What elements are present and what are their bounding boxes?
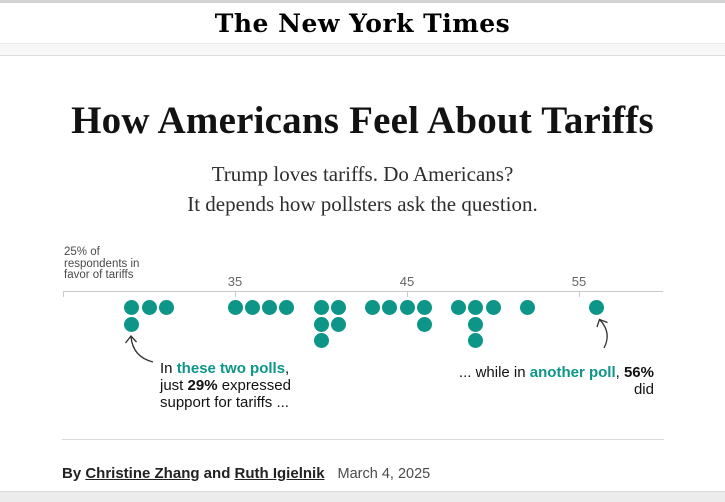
poll-dot bbox=[330, 300, 346, 315]
poll-dot bbox=[468, 316, 484, 332]
byline-by: By bbox=[62, 465, 86, 482]
poll-dot bbox=[124, 300, 140, 315]
poll-dot bbox=[588, 300, 604, 315]
annotation-left-arrow bbox=[124, 334, 154, 363]
poll-dot bbox=[124, 316, 140, 332]
poll-dot bbox=[330, 316, 346, 332]
poll-dot bbox=[313, 300, 329, 315]
x-axis-line bbox=[63, 291, 663, 292]
byline: By Christine Zhang and Ruth Igielnik Marc… bbox=[62, 465, 725, 485]
axis-tick-label: 45 bbox=[399, 274, 415, 289]
dot-plot: 25% of respondents in favor of tariffs I… bbox=[62, 245, 664, 435]
subtitle-line-2: It depends how pollsters ask the questio… bbox=[187, 192, 538, 216]
poll-dot bbox=[158, 300, 174, 315]
poll-dot bbox=[313, 316, 329, 332]
poll-dot bbox=[468, 333, 484, 348]
axis-tick bbox=[63, 291, 64, 297]
annotation-right-arrow bbox=[596, 318, 608, 349]
nyt-logo[interactable]: The New York Times bbox=[214, 8, 511, 38]
poll-dot bbox=[416, 316, 432, 332]
annotation-right: ... while in another poll, 56% did bbox=[458, 364, 654, 398]
poll-dot bbox=[399, 300, 415, 315]
section-divider bbox=[62, 439, 664, 440]
subtitle-line-1: Trump loves tariffs. Do Americans? bbox=[211, 162, 514, 186]
axis-tick-label: 35 bbox=[227, 274, 243, 289]
poll-dot bbox=[244, 300, 260, 315]
masthead: The New York Times bbox=[0, 3, 725, 43]
poll-dot bbox=[365, 300, 381, 315]
annotation-left: In these two polls, just 29% expressed sup… bbox=[160, 360, 291, 411]
poll-dot bbox=[451, 300, 467, 315]
poll-dot bbox=[313, 333, 329, 348]
publish-date: March 4, 2025 bbox=[337, 466, 431, 482]
axis-tick bbox=[235, 291, 236, 297]
masthead-sub-band bbox=[0, 43, 725, 56]
poll-dot bbox=[485, 300, 501, 315]
poll-dot bbox=[468, 300, 484, 315]
poll-dot bbox=[227, 300, 243, 315]
poll-dot bbox=[519, 300, 535, 315]
axis-label: 25% of respondents in favor of tariffs bbox=[64, 246, 140, 281]
poll-dot bbox=[279, 300, 295, 315]
poll-dot bbox=[261, 300, 277, 315]
author-link-christine-zhang[interactable]: Christine Zhang bbox=[85, 465, 200, 482]
poll-dot bbox=[382, 300, 398, 315]
article-subtitle: Trump loves tariffs. Do Americans? It de… bbox=[0, 159, 725, 219]
axis-tick bbox=[407, 291, 408, 297]
poll-dot bbox=[141, 300, 157, 315]
author-link-ruth-igielnik[interactable]: Ruth Igielnik bbox=[234, 465, 325, 482]
axis-tick-label: 55 bbox=[571, 274, 587, 289]
axis-tick bbox=[579, 291, 580, 297]
browser-top-strip bbox=[0, 0, 725, 3]
bottom-strip bbox=[0, 491, 725, 502]
poll-dot bbox=[416, 300, 432, 315]
article-headline: How Americans Feel About Tariffs bbox=[71, 99, 654, 142]
byline-and: and bbox=[199, 465, 235, 482]
